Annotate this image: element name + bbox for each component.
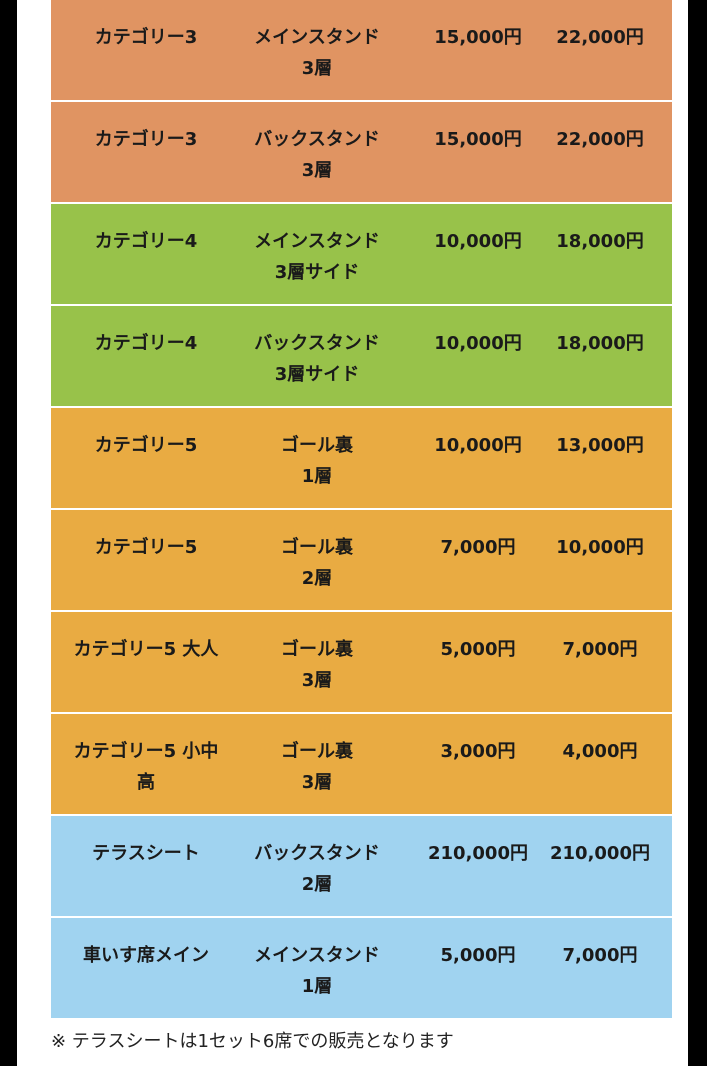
price-a-cell: 210,000円 [428, 843, 528, 864]
price-a-cell: 15,000円 [434, 27, 522, 48]
price-b-cell: 18,000円 [556, 333, 644, 354]
table-row: 車いす席メイン メインスタンド 1層 5,000円 7,000円 [51, 918, 672, 1018]
stand-cell: バックスタンド 2層 [254, 843, 380, 895]
table-row: テラスシート バックスタンド 2層 210,000円 210,000円 [51, 816, 672, 916]
page: カテゴリー3 メインスタンド 3層 15,000円 22,000円 カテゴリー3… [17, 0, 688, 1066]
category-cell: 車いす席メイン [83, 945, 209, 966]
price-a-cell: 10,000円 [434, 435, 522, 456]
category-cell: カテゴリー5 [94, 435, 198, 456]
price-b-cell: 7,000円 [562, 639, 638, 660]
table-row: カテゴリー4 メインスタンド 3層サイド 10,000円 18,000円 [51, 204, 672, 304]
stand-cell: メインスタンド 1層 [254, 945, 380, 997]
price-b-cell: 7,000円 [562, 945, 638, 966]
price-a-cell: 7,000円 [440, 537, 516, 558]
price-a-cell: 10,000円 [434, 231, 522, 252]
category-cell: カテゴリー5 [94, 537, 198, 558]
stand-cell: バックスタンド 3層 [254, 129, 380, 181]
price-b-cell: 13,000円 [556, 435, 644, 456]
stand-cell: ゴール裏 1層 [281, 435, 353, 487]
category-cell: カテゴリー5 大人 [73, 639, 219, 660]
stand-cell: ゴール裏 3層 [281, 639, 353, 691]
price-a-cell: 3,000円 [440, 741, 516, 762]
category-cell: カテゴリー3 [94, 129, 198, 150]
table-row: カテゴリー3 バックスタンド 3層 15,000円 22,000円 [51, 102, 672, 202]
table-row: カテゴリー5 ゴール裏 1層 10,000円 13,000円 [51, 408, 672, 508]
price-a-cell: 10,000円 [434, 333, 522, 354]
price-a-cell: 5,000円 [440, 639, 516, 660]
table-row: カテゴリー3 メインスタンド 3層 15,000円 22,000円 [51, 0, 672, 100]
stand-cell: ゴール裏 3層 [281, 741, 353, 793]
category-cell: カテゴリー4 [94, 333, 198, 354]
price-b-cell: 22,000円 [556, 129, 644, 150]
category-cell: カテゴリー4 [94, 231, 198, 252]
stand-cell: メインスタンド 3層サイド [254, 231, 380, 283]
footnote: ※ テラスシートは1セット6席での販売となります [51, 1031, 454, 1052]
stand-cell: ゴール裏 2層 [281, 537, 353, 589]
category-cell: カテゴリー3 [94, 27, 198, 48]
price-a-cell: 15,000円 [434, 129, 522, 150]
category-cell: カテゴリー5 小中 高 [73, 741, 219, 793]
stand-cell: バックスタンド 3層サイド [254, 333, 380, 385]
table-row: カテゴリー5 大人 ゴール裏 3層 5,000円 7,000円 [51, 612, 672, 712]
price-b-cell: 22,000円 [556, 27, 644, 48]
stand-cell: メインスタンド 3層 [254, 27, 380, 79]
price-table: カテゴリー3 メインスタンド 3層 15,000円 22,000円 カテゴリー3… [51, 0, 672, 1020]
price-b-cell: 18,000円 [556, 231, 644, 252]
table-row: カテゴリー5 ゴール裏 2層 7,000円 10,000円 [51, 510, 672, 610]
table-row: カテゴリー5 小中 高 ゴール裏 3層 3,000円 4,000円 [51, 714, 672, 814]
price-b-cell: 10,000円 [556, 537, 644, 558]
price-b-cell: 4,000円 [562, 741, 638, 762]
category-cell: テラスシート [92, 843, 200, 864]
price-a-cell: 5,000円 [440, 945, 516, 966]
table-row: カテゴリー4 バックスタンド 3層サイド 10,000円 18,000円 [51, 306, 672, 406]
price-b-cell: 210,000円 [550, 843, 650, 864]
